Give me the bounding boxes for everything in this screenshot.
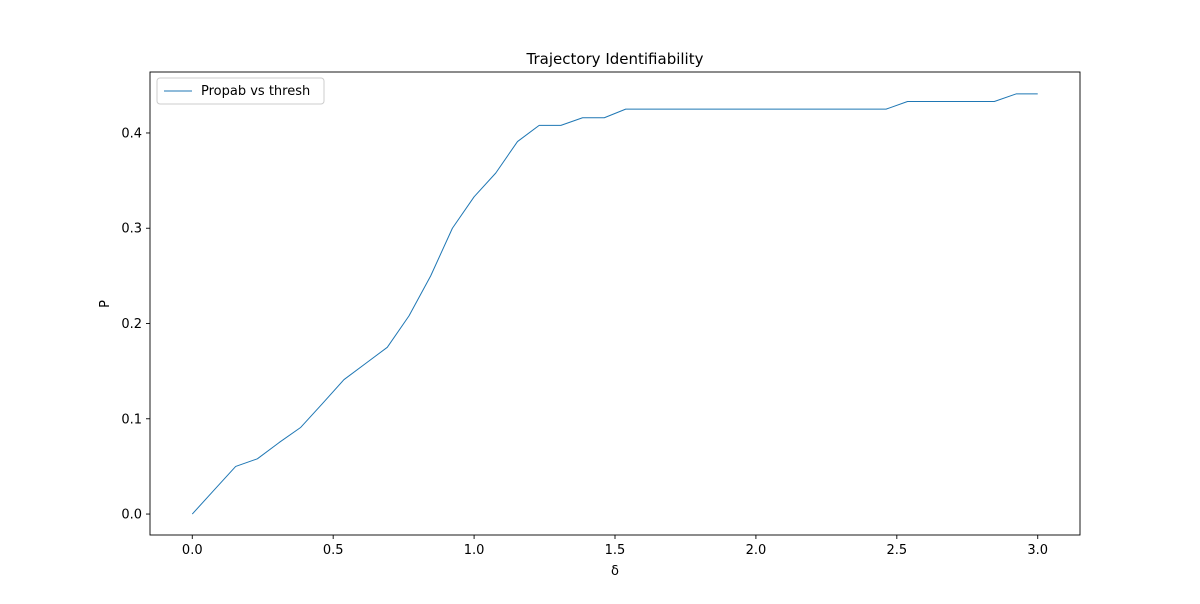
- x-tick-label: 3.0: [1027, 543, 1048, 558]
- x-axis: 0.0 0.5 1.0 1.5 2.0 2.5 3.0: [182, 535, 1048, 558]
- y-tick-label: 0.3: [121, 222, 142, 237]
- legend-label: Propab vs thresh: [201, 84, 310, 99]
- x-tick-label: 1.5: [605, 543, 626, 558]
- x-tick-label: 1.0: [464, 543, 485, 558]
- x-tick-label: 2.0: [746, 543, 767, 558]
- x-tick-label: 0.0: [182, 543, 203, 558]
- y-tick-label: 0.2: [121, 317, 142, 332]
- x-tick-label: 0.5: [323, 543, 344, 558]
- y-axis-label: P: [98, 300, 113, 308]
- y-tick-label: 0.0: [121, 508, 142, 523]
- legend-box: [156, 77, 325, 105]
- chart-title: Trajectory Identifiability: [526, 50, 704, 68]
- series-line: [191, 93, 1038, 515]
- y-tick-label: 0.1: [121, 412, 142, 427]
- plot-layer: [191, 93, 1038, 515]
- legend: Propab vs thresh: [156, 77, 325, 105]
- x-tick-label: 2.5: [886, 543, 907, 558]
- y-tick-label: 0.4: [121, 126, 142, 141]
- y-axis: 0.0 0.1 0.2 0.3 0.4: [121, 126, 150, 523]
- x-axis-label: δ: [611, 564, 619, 579]
